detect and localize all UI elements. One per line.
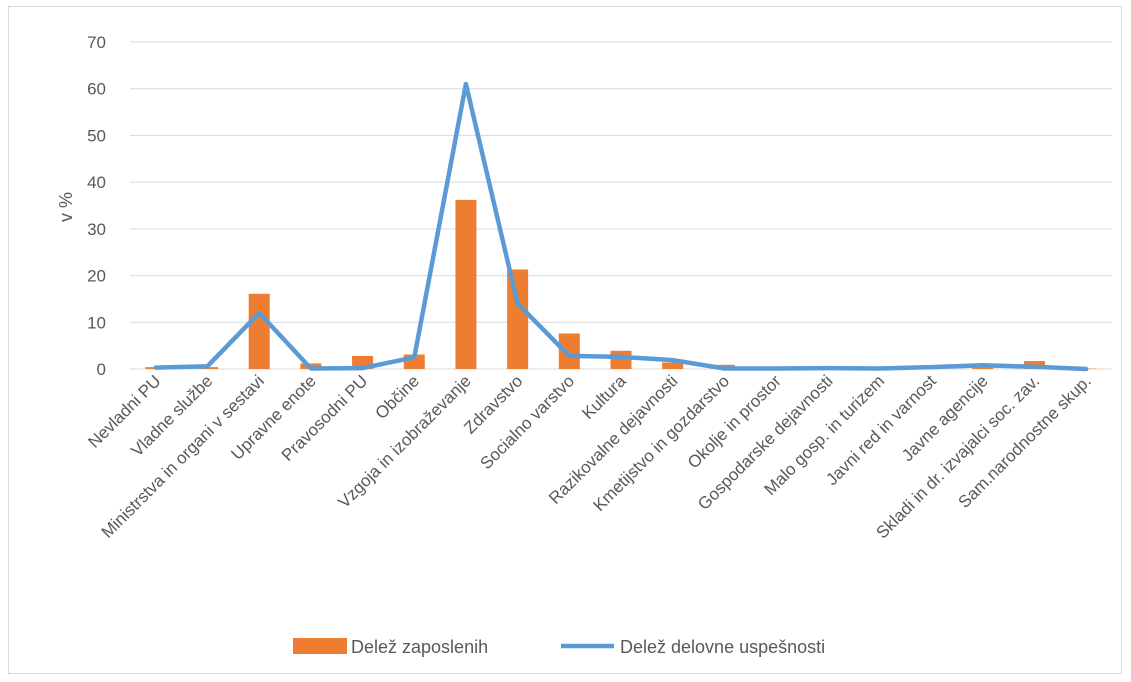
bar [455,199,477,369]
gridlines [130,41,1112,370]
bar [972,366,994,369]
x-category-label: Socialno varstvo [477,371,579,473]
y-tick-labels: 0 10 20 30 40 50 60 70 [87,33,106,379]
line-path [153,81,1089,372]
y-tick-label: 70 [87,33,106,52]
y-tick-label: 50 [87,126,106,145]
legend-line-label: Delež delovne uspešnosti [620,637,825,657]
x-category-label: Občine [372,371,424,423]
legend-bar-swatch [293,638,347,654]
line-series [153,81,1089,372]
bar [558,333,580,369]
y-tick-label: 30 [87,220,106,239]
bar [248,293,270,369]
legend: Delež zaposlenih Delež delovne uspešnost… [293,637,825,657]
x-category-label: Okolje in prostor [684,371,785,472]
y-tick-label: 10 [87,313,106,332]
y-tick-label: 20 [87,267,106,286]
bar [507,269,529,369]
bar [662,362,684,369]
y-tick-label: 60 [87,80,106,99]
y-tick-label: 40 [87,173,106,192]
legend-bar-label: Delež zaposlenih [351,637,488,657]
bar [610,350,632,369]
y-axis-title: v % [56,192,76,222]
y-tick-label: 0 [97,360,106,379]
x-category-label: Kultura [578,371,630,423]
